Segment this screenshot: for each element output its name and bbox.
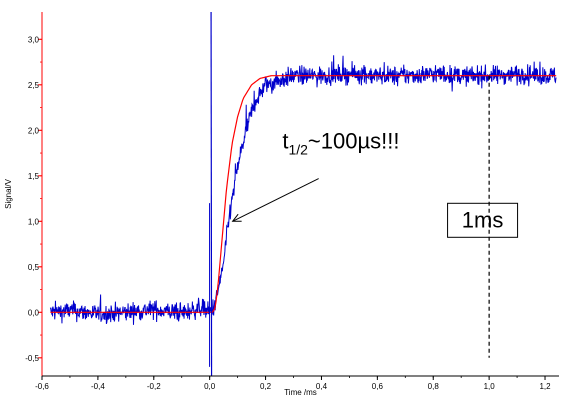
- y-axis-title: Signal/V: [4, 178, 13, 208]
- fit-series-line: [50, 75, 557, 313]
- y-tick-label: 3,0: [28, 35, 40, 44]
- y-tick-label: 1,0: [28, 217, 40, 226]
- signal-series-line: [49, 55, 557, 325]
- arrow-line: [232, 178, 319, 222]
- x-tick-label: 0,6: [372, 382, 384, 391]
- x-tick-label: 0,2: [260, 382, 272, 391]
- x-tick-label: 0,8: [428, 382, 440, 391]
- x-axis-title: Time /ms: [284, 388, 317, 397]
- half-time-label: t1/2~100µs!!!: [282, 129, 399, 158]
- x-tick-label: -0,2: [147, 382, 161, 391]
- y-tick-label: 2,0: [28, 126, 40, 135]
- y-tick-label: -0,5: [25, 354, 39, 363]
- label-box: [447, 202, 519, 238]
- duration-label: 1ms: [462, 207, 504, 232]
- x-tick-label: 1,2: [539, 382, 551, 391]
- x-tick-label: 0,0: [204, 382, 216, 391]
- annotation-layer: t1/2~100µs!!! 1ms: [231, 75, 519, 358]
- y-tick-label: 0,5: [28, 263, 40, 272]
- spike-line: [210, 11, 213, 377]
- arrow-head: [231, 213, 242, 222]
- x-tick-label: -0,6: [35, 382, 49, 391]
- data-layer: [49, 11, 557, 377]
- x-tick-label: 0,4: [316, 382, 328, 391]
- x-tick-label: -0,4: [91, 382, 105, 391]
- y-tick-label: 1,5: [28, 172, 40, 181]
- y-tick-label: 0,0: [28, 308, 40, 317]
- x-tick-label: 1,0: [484, 382, 496, 391]
- y-tick-label: 2,5: [28, 81, 40, 90]
- axes-layer: -0,6 -0,4 -0,2 0,0 0,2 0,4 0,6 0,8 1,0 1,2 -0,5 0,0…: [4, 12, 559, 397]
